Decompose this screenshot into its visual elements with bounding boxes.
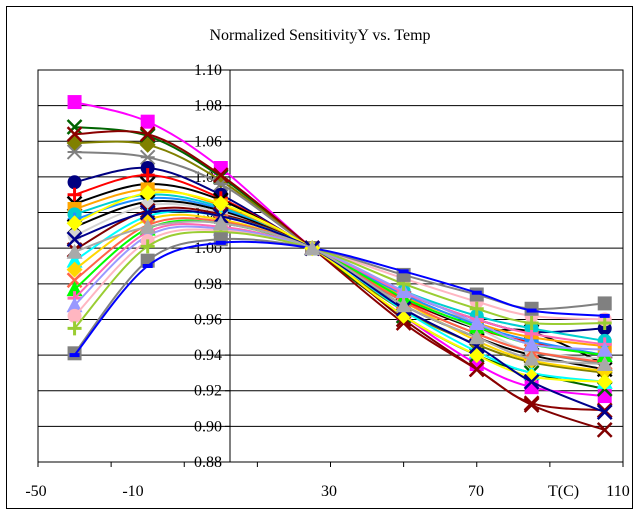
data-point xyxy=(596,373,613,390)
y-tick-label: 0.90 xyxy=(194,418,222,435)
data-point xyxy=(67,228,82,243)
data-point xyxy=(69,353,80,358)
data-point xyxy=(67,321,82,336)
data-point xyxy=(66,243,83,259)
data-point xyxy=(596,341,613,357)
data-point xyxy=(66,261,83,278)
data-point xyxy=(140,239,155,254)
data-point xyxy=(139,204,156,221)
data-point xyxy=(139,128,156,144)
data-point xyxy=(139,218,156,234)
data-point xyxy=(523,336,540,352)
data-point xyxy=(66,119,83,135)
data-point xyxy=(212,167,229,184)
data-point xyxy=(395,297,412,313)
x-tick-label: 110 xyxy=(606,483,629,500)
data-point xyxy=(67,187,82,202)
data-point xyxy=(66,281,83,297)
data-point xyxy=(597,316,612,331)
series-path xyxy=(74,190,605,383)
y-tick-label: 1.08 xyxy=(194,98,222,115)
x-axis-label: T(C) xyxy=(548,483,579,500)
y-tick-label: 0.88 xyxy=(194,454,222,471)
data-point xyxy=(597,389,612,404)
series-path xyxy=(74,209,606,414)
data-point xyxy=(67,95,82,110)
data-point xyxy=(66,231,83,248)
data-point xyxy=(596,404,613,420)
data-point xyxy=(140,114,155,129)
data-point xyxy=(66,144,83,160)
data-point xyxy=(139,149,156,166)
series-path xyxy=(74,220,605,365)
data-point xyxy=(139,184,156,201)
data-point xyxy=(304,240,321,256)
data-point xyxy=(67,308,82,323)
data-point xyxy=(140,168,155,183)
data-point xyxy=(471,290,482,295)
data-point xyxy=(142,264,153,268)
data-point xyxy=(398,269,409,274)
x-tick-label: -50 xyxy=(25,483,46,500)
data-point xyxy=(523,350,540,366)
series-line xyxy=(66,215,613,371)
y-tick-label: 1.10 xyxy=(194,62,222,79)
data-point xyxy=(523,373,540,390)
data-point xyxy=(523,395,540,412)
data-point xyxy=(215,240,226,245)
y-tick-label: 1.06 xyxy=(194,133,222,150)
series-group xyxy=(66,95,613,438)
data-point xyxy=(596,402,613,419)
data-point xyxy=(66,215,83,232)
data-point xyxy=(212,195,229,212)
data-point xyxy=(139,136,156,153)
data-point xyxy=(524,316,539,331)
series-path xyxy=(74,130,605,412)
chart-title: Normalized SensitivityY vs. Temp xyxy=(209,27,430,44)
y-tick-label: 0.92 xyxy=(194,383,222,400)
data-point xyxy=(596,356,613,371)
data-point xyxy=(212,215,229,231)
series-line xyxy=(66,126,613,419)
gridlines xyxy=(38,69,623,463)
data-point xyxy=(523,397,540,413)
y-tick-label: 0.98 xyxy=(194,276,222,293)
y-tick-label: 0.96 xyxy=(194,311,222,328)
data-point xyxy=(596,422,613,438)
x-tick-label: 30 xyxy=(321,483,337,500)
x-tick-label: 70 xyxy=(468,483,484,500)
data-point xyxy=(526,308,537,313)
data-point xyxy=(66,126,83,143)
series-line xyxy=(66,184,613,390)
data-point xyxy=(67,175,82,190)
data-point xyxy=(599,313,610,318)
data-point xyxy=(468,315,485,331)
data-point xyxy=(66,297,83,313)
data-point xyxy=(139,126,156,143)
x-axis: -50 -10 30 70 110 xyxy=(25,462,630,500)
data-point xyxy=(468,361,485,378)
y-tick-label: 0.94 xyxy=(194,347,222,364)
data-point xyxy=(469,301,484,316)
data-point xyxy=(468,329,485,345)
data-point xyxy=(140,161,155,175)
data-point xyxy=(66,252,83,268)
x-tick-label: -10 xyxy=(122,483,143,500)
data-point xyxy=(597,296,612,311)
